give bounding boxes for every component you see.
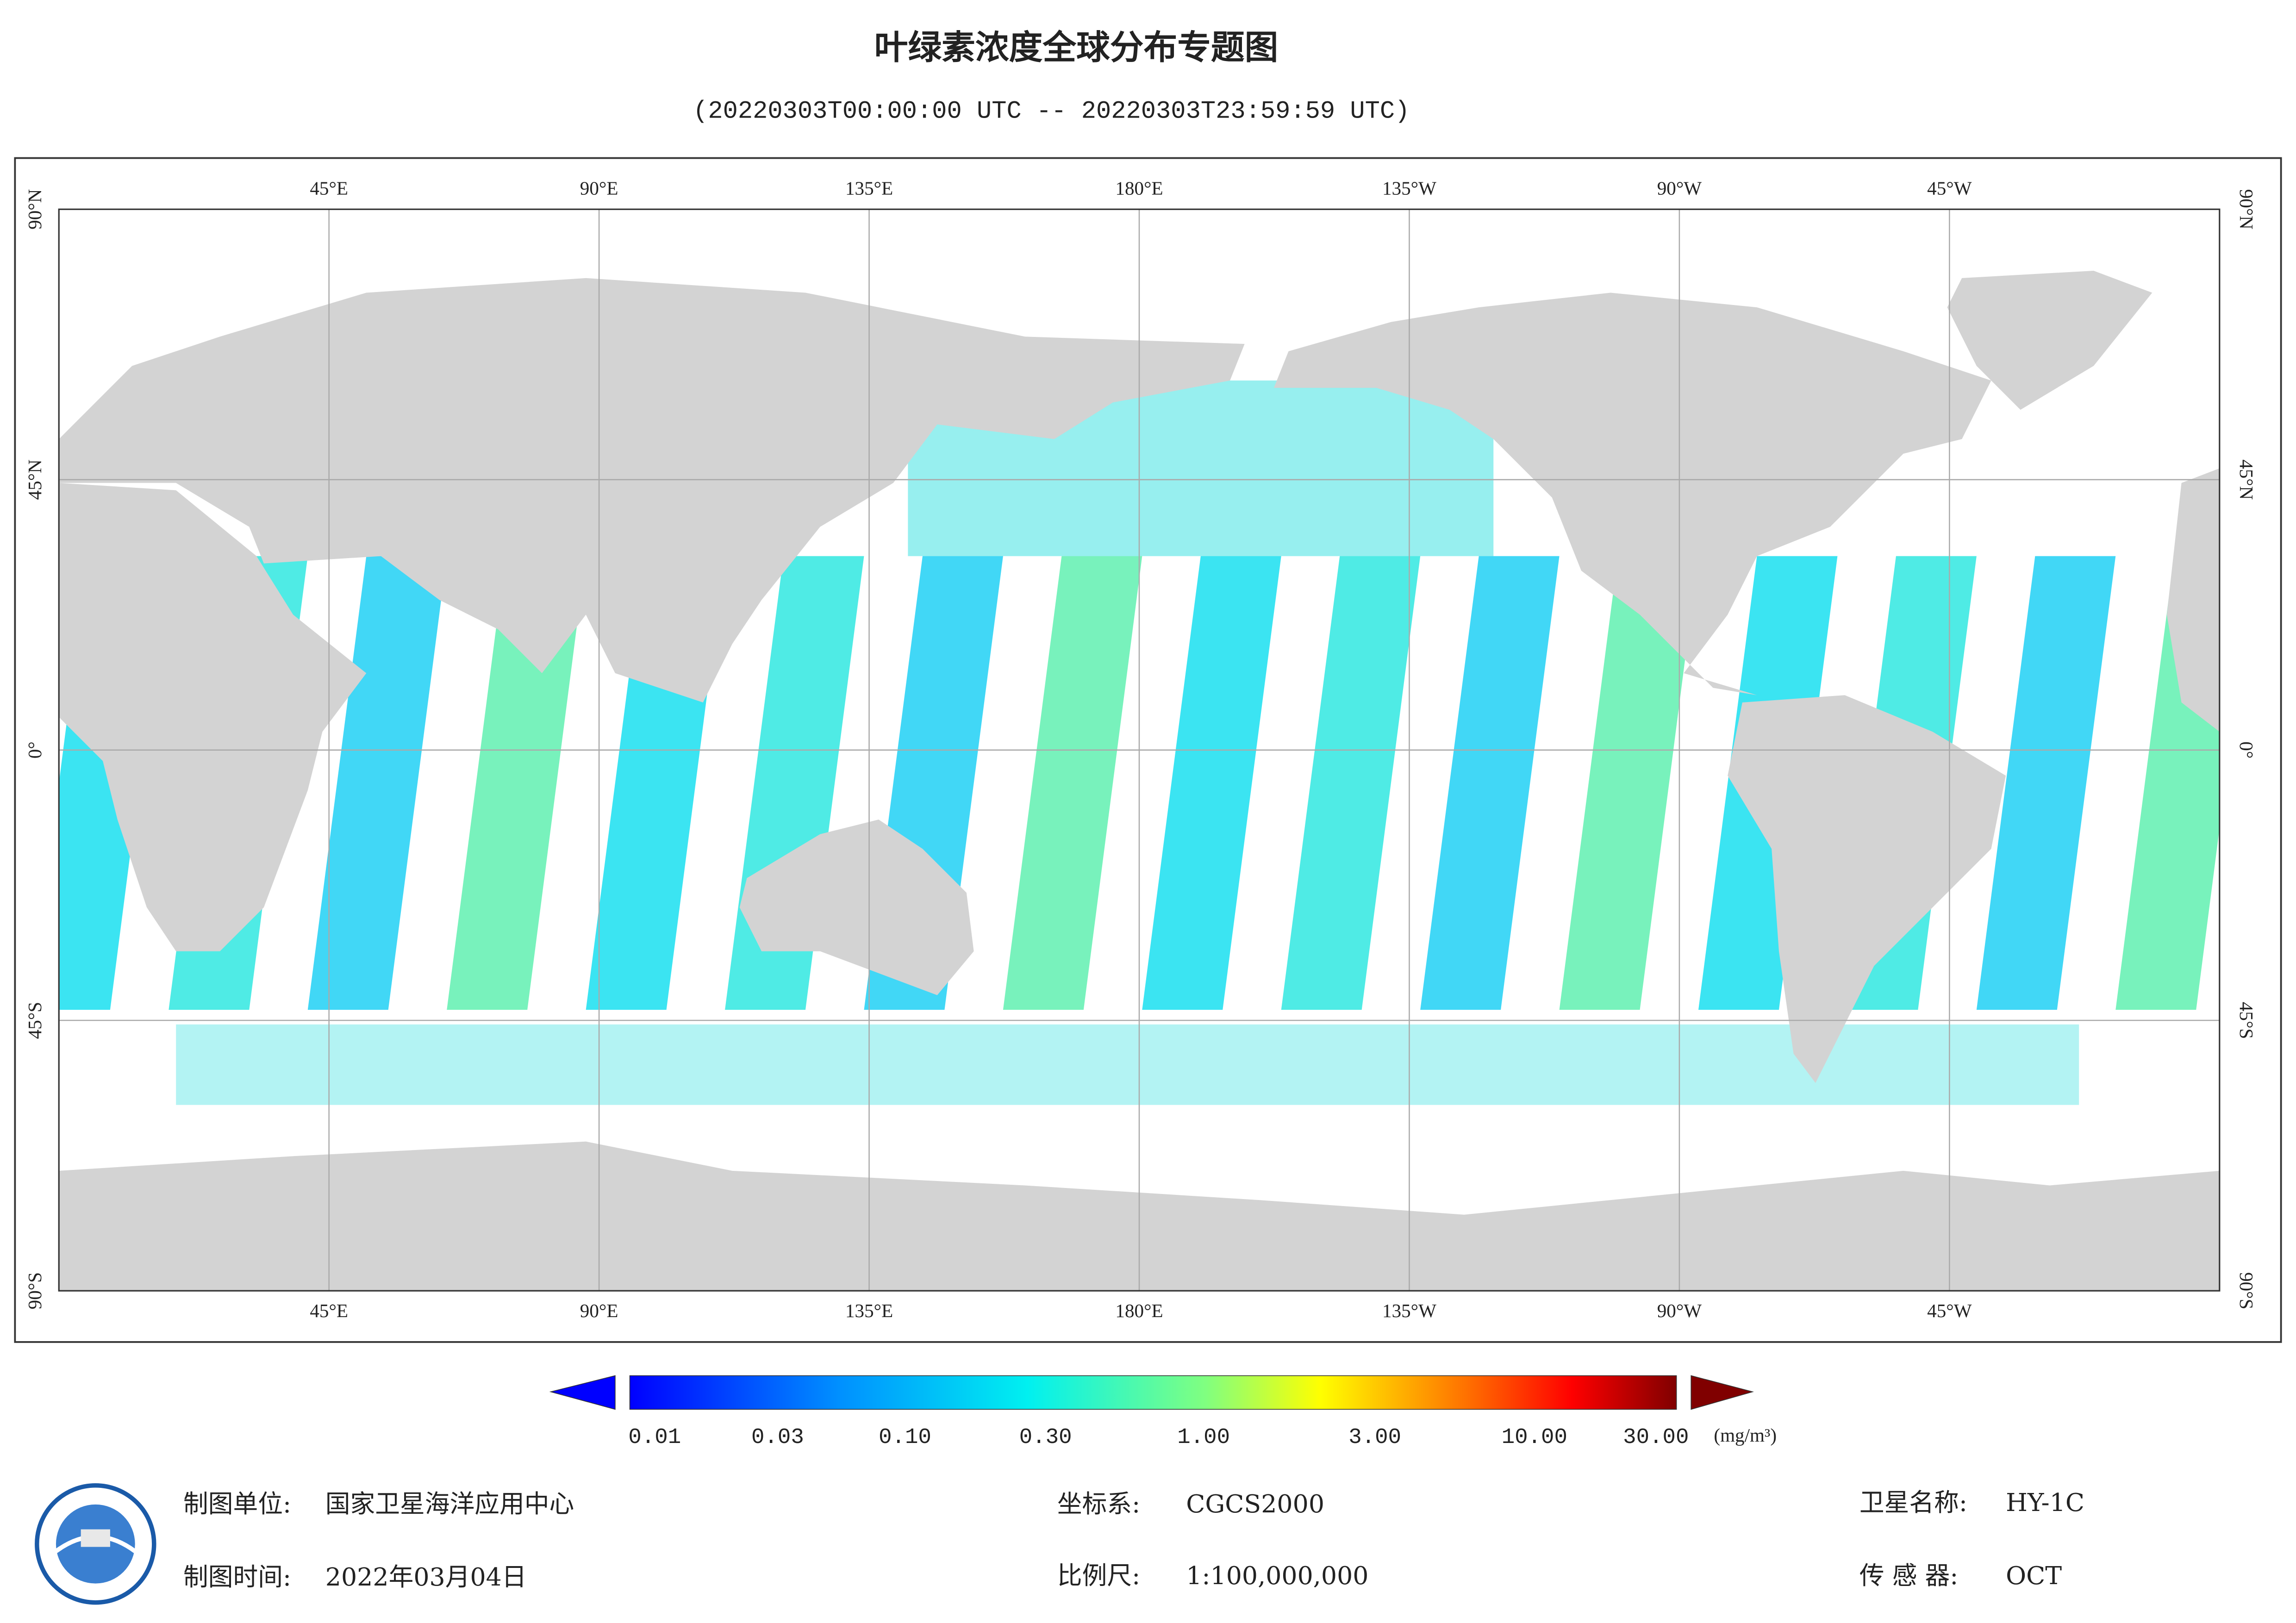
colorbar-tick-label: 3.00 (1348, 1425, 1401, 1450)
footer-value: OCT (2006, 1561, 2062, 1590)
colorbar-tick-label: 0.30 (1019, 1425, 1072, 1450)
south-america (1728, 695, 2006, 1083)
colorbar-unit: (mg/m³) (1714, 1424, 1777, 1446)
footer-value: 2022年03月04日 (325, 1562, 527, 1592)
lon-label: 90°W (1657, 178, 1702, 199)
eurasia (59, 278, 1245, 703)
lon-label: 180°E (1115, 1300, 1163, 1321)
colorbar-max-arrow (1691, 1375, 1754, 1410)
swath (1281, 556, 1421, 1010)
lon-label: 90°E (580, 1300, 618, 1321)
swath (1420, 556, 1560, 1010)
lon-label: 180°E (1115, 178, 1163, 199)
lat-label: 90°S (2236, 1272, 2257, 1309)
footer-label: 坐标系: (1057, 1489, 1140, 1518)
lon-label: 135°E (845, 178, 893, 199)
africa (59, 483, 367, 951)
footer-value: 国家卫星海洋应用中心 (325, 1489, 574, 1518)
lat-label: 90°N (24, 189, 45, 230)
swath (447, 556, 586, 1010)
footer-label: 制图单位: (183, 1489, 291, 1518)
footer-value: HY-1C (2006, 1488, 2084, 1517)
swath (1142, 556, 1281, 1010)
lat-label: 45°S (2236, 1002, 2257, 1039)
outer-frame (14, 157, 2282, 1343)
footer-value: CGCS2000 (1186, 1489, 1324, 1518)
colorbar-min-arrow (549, 1375, 616, 1410)
swath (307, 556, 447, 1010)
lon-label: 135°W (1382, 1300, 1436, 1321)
colorbar (629, 1375, 1677, 1410)
footer-label: 传 感 器: (1859, 1561, 1959, 1590)
lat-label: 45°N (2236, 460, 2257, 500)
lat-label: 90°S (24, 1272, 45, 1309)
swath (1976, 556, 2116, 1010)
footer-label: 制图时间: (183, 1562, 291, 1592)
colorbar-tick-label: 30.00 (1623, 1425, 1689, 1450)
lat-label: 45°S (24, 1002, 45, 1039)
lat-label: 45°N (24, 460, 45, 500)
title: 叶绿素浓度全球分布专题图 (874, 28, 1279, 68)
footer-label: 比例尺: (1057, 1561, 1140, 1590)
lon-label: 45°E (310, 1300, 348, 1321)
lat-label: 0° (2236, 741, 2257, 759)
logo (35, 1483, 156, 1605)
swath (1559, 556, 1699, 1010)
colorbar-tick-label: 0.01 (628, 1425, 681, 1450)
subtitle: (20220303T00:00:00 UTC -- 20220303T23:59… (693, 98, 1410, 126)
colorbar-tick-label: 0.10 (879, 1425, 931, 1450)
lon-label: 45°W (1927, 178, 1972, 199)
north-america (1273, 292, 1991, 696)
swath (176, 1024, 2079, 1105)
colorbar-tick-label: 1.00 (1177, 1425, 1230, 1450)
swath (1003, 556, 1142, 1010)
lon-label: 135°W (1382, 178, 1436, 199)
colorbar-ticks: 0.01 0.03 0.10 0.30 1.00 3.00 10.00 30.00 (mg/m³… (628, 1424, 1777, 1450)
west-europe-africa (2166, 468, 2220, 732)
map-frame (58, 208, 2221, 1292)
lon-label: 135°E (845, 1300, 893, 1321)
lat-label: 90°N (2236, 189, 2257, 230)
lon-label: 45°W (1927, 1300, 1972, 1321)
lon-label: 90°E (580, 178, 618, 199)
greenland (1947, 271, 2152, 410)
footer-label: 卫星名称: (1859, 1488, 1967, 1517)
lon-label: 90°W (1657, 1300, 1702, 1321)
lat-label: 0° (24, 741, 45, 759)
australia (739, 819, 974, 995)
footer-value: 1:100,000,000 (1186, 1561, 1368, 1590)
colorbar-tick-label: 0.03 (751, 1425, 804, 1450)
lon-label: 45°E (310, 178, 348, 199)
graticule: 45°E 45°E 90°E 90°E 135°E 135°E 180°E 180°E 135°… (24, 178, 2257, 1321)
colorbar-tick-label: 10.00 (1502, 1425, 1567, 1450)
